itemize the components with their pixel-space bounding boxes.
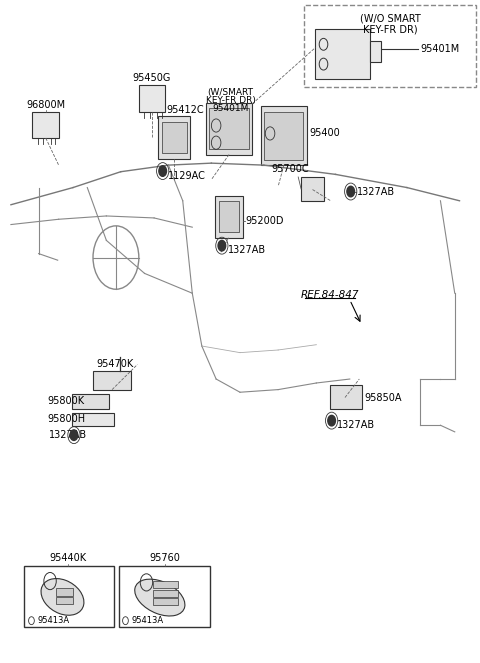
Bar <box>153 598 178 605</box>
Bar <box>139 86 165 111</box>
Bar <box>205 103 252 154</box>
Bar <box>72 412 114 426</box>
Text: (W/SMART: (W/SMART <box>207 88 253 97</box>
Bar <box>330 385 362 410</box>
Text: REF.84-847: REF.84-847 <box>300 290 359 300</box>
Text: 95450G: 95450G <box>132 73 171 84</box>
Text: 1327AB: 1327AB <box>337 420 375 430</box>
Text: 95412C: 95412C <box>166 105 204 115</box>
Text: 1129AC: 1129AC <box>168 170 206 181</box>
Circle shape <box>159 166 167 176</box>
Bar <box>94 371 131 390</box>
Text: 1327AB: 1327AB <box>49 430 87 440</box>
Bar <box>304 5 476 88</box>
Text: 95700C: 95700C <box>271 164 309 174</box>
Text: 95850A: 95850A <box>364 392 402 402</box>
Bar <box>56 597 73 604</box>
Text: 96800M: 96800M <box>26 99 65 109</box>
Circle shape <box>347 186 355 197</box>
Bar <box>153 589 178 597</box>
Text: 95800H: 95800H <box>48 414 86 424</box>
Bar <box>215 196 243 238</box>
Bar <box>72 394 109 410</box>
Circle shape <box>328 415 336 426</box>
Text: 95401M: 95401M <box>420 44 459 54</box>
Bar <box>301 177 324 202</box>
Bar <box>158 116 191 158</box>
Bar <box>315 29 370 79</box>
Text: (W/O SMART: (W/O SMART <box>360 13 420 24</box>
Text: KEY-FR DR): KEY-FR DR) <box>205 96 255 105</box>
Ellipse shape <box>135 579 185 616</box>
Bar <box>153 581 178 588</box>
Text: KEY-FR DR): KEY-FR DR) <box>363 25 418 34</box>
Text: 95413A: 95413A <box>37 616 70 625</box>
Bar <box>370 41 381 62</box>
Text: 95200D: 95200D <box>246 215 284 225</box>
Bar <box>33 111 59 138</box>
Text: 95413A: 95413A <box>132 616 164 625</box>
Bar <box>56 588 73 595</box>
Text: 1327AB: 1327AB <box>228 245 266 255</box>
Bar <box>119 566 210 627</box>
Bar <box>261 105 307 165</box>
Bar <box>24 566 114 627</box>
Text: 1327AB: 1327AB <box>357 186 395 196</box>
Circle shape <box>70 430 78 440</box>
Bar <box>162 121 187 153</box>
Text: 95401M: 95401M <box>212 104 249 113</box>
Bar <box>219 202 239 233</box>
Text: 95440K: 95440K <box>49 552 87 563</box>
Text: 95760: 95760 <box>149 552 180 563</box>
Text: 95470K: 95470K <box>97 359 134 369</box>
Text: 95400: 95400 <box>309 129 340 139</box>
Bar <box>209 108 249 149</box>
Ellipse shape <box>41 579 84 615</box>
Text: 95800K: 95800K <box>48 396 85 406</box>
Circle shape <box>218 241 226 251</box>
Bar <box>264 112 303 160</box>
